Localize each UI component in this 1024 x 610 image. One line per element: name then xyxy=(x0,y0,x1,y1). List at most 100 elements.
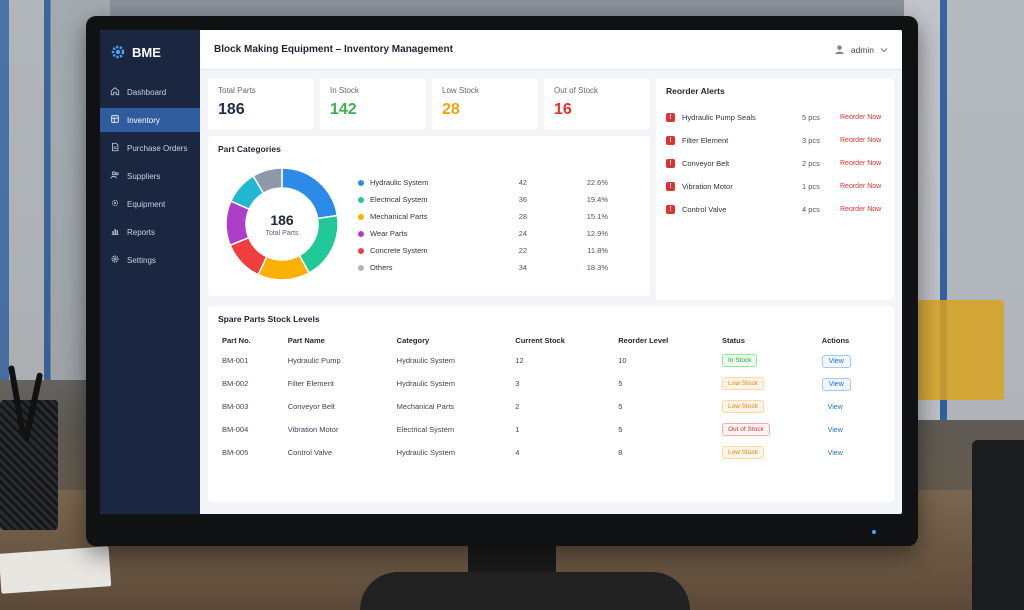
alert-item: ! Hydraulic Pump Seals 5 pcs Reorder Now xyxy=(666,106,884,129)
legend-swatch xyxy=(358,247,364,254)
cell-category: Electrical System xyxy=(396,425,455,434)
donut-slice-6 xyxy=(252,167,283,195)
view-button[interactable]: View xyxy=(821,378,851,391)
user-menu[interactable]: admin xyxy=(834,44,888,55)
legend-percent: 22.6% xyxy=(586,178,608,187)
sidebar-item-label: Equipment xyxy=(127,199,166,209)
sidebar-item-equipment[interactable]: Equipment xyxy=(100,192,200,216)
sidebar-item-label: Inventory xyxy=(127,115,160,125)
alert-quantity: 4 pcs xyxy=(802,205,820,214)
alert-item: ! Vibration Motor 1 pcs Reorder Now xyxy=(666,175,884,198)
view-button[interactable]: View xyxy=(827,404,843,411)
categories-title: Part Categories xyxy=(218,144,281,154)
alert-item: ! Conveyor Belt 2 pcs Reorder Now xyxy=(666,152,884,175)
view-button[interactable]: View xyxy=(827,450,843,457)
stat-label: In Stock xyxy=(330,86,359,95)
stat-card-low-stock: Low Stock 28 xyxy=(432,78,538,130)
alert-icon: ! xyxy=(666,136,675,145)
user-icon xyxy=(835,45,844,55)
cell-status: Low Stock xyxy=(718,372,818,395)
legend-item: Wear Parts 24 12.9% xyxy=(358,225,608,242)
status-badge: In Stock xyxy=(721,354,758,367)
cell-actions: View xyxy=(818,395,884,418)
cell-category: Mechanical Parts xyxy=(396,402,455,411)
legend-count: 34 xyxy=(518,263,528,272)
document-icon xyxy=(110,142,120,154)
reorder-now-link[interactable]: Reorder Now xyxy=(840,183,882,190)
alert-quantity: 1 pcs xyxy=(802,182,820,191)
content: Total Parts 186 In Stock 142 Low Stock 28 Out … xyxy=(200,70,902,502)
reorder-now-link[interactable]: Reorder Now xyxy=(840,160,882,167)
legend-name: Others xyxy=(370,263,393,272)
cell-reorder: 10 xyxy=(618,356,627,365)
stat-value: 16 xyxy=(554,101,572,118)
sidebar-item-label: Purchase Orders xyxy=(127,143,188,153)
stock-table: Part No. Part Name Category Current Stock Re… xyxy=(218,332,884,464)
reorder-now-link[interactable]: Reorder Now xyxy=(840,114,882,121)
alerts-title: Reorder Alerts xyxy=(666,86,725,96)
stat-label: Out of Stock xyxy=(554,86,599,95)
donut-chart: 186 Total Parts xyxy=(222,164,342,284)
reorder-now-link[interactable]: Reorder Now xyxy=(840,137,882,144)
view-button[interactable]: View xyxy=(827,427,843,434)
cell-stock: 3 xyxy=(515,379,520,388)
cell-reorder: 5 xyxy=(618,379,623,388)
stat-value: 28 xyxy=(442,101,460,118)
cell-actions: View xyxy=(818,372,884,395)
donut-total-value: 186 xyxy=(270,211,294,228)
notebook xyxy=(0,546,112,594)
cell-name: Filter Element xyxy=(287,379,334,388)
cell-name: Vibration Motor xyxy=(287,425,339,434)
sidebar-item-suppliers[interactable]: Suppliers xyxy=(100,164,200,188)
column-header: Actions xyxy=(821,336,850,345)
status-badge: Out of Stock xyxy=(721,423,770,436)
alert-quantity: 3 pcs xyxy=(802,136,820,145)
column-header: Part No. xyxy=(222,336,251,345)
sidebar-item-label: Dashboard xyxy=(127,87,167,97)
legend-name: Mechanical Parts xyxy=(370,212,428,221)
sidebar-item-dashboard[interactable]: Dashboard xyxy=(100,80,200,104)
reorder-alerts-card: Reorder Alerts ! Hydraulic Pump Seals 5 pc… xyxy=(656,78,894,300)
legend-name: Concrete System xyxy=(370,246,428,255)
alert-part-name: Conveyor Belt xyxy=(682,159,730,168)
stat-label: Total Parts xyxy=(218,86,256,95)
status-badge: Low Stock xyxy=(721,446,764,459)
gear-logo-icon xyxy=(111,45,125,59)
sidebar-item-settings[interactable]: Settings xyxy=(100,248,200,272)
sidebar-item-reports[interactable]: Reports xyxy=(100,220,200,244)
cell-stock: 2 xyxy=(515,402,520,411)
users-icon xyxy=(110,170,120,182)
reorder-now-link[interactable]: Reorder Now xyxy=(840,206,882,213)
legend-item: Hydraulic System 42 22.6% xyxy=(358,174,608,191)
power-indicator xyxy=(872,530,876,534)
stat-card-total-parts: Total Parts 186 xyxy=(208,78,314,130)
cell-part-no: BM-003 xyxy=(222,402,249,411)
cell-reorder: 5 xyxy=(618,402,623,411)
cell-actions: View xyxy=(818,418,884,441)
screen: BME Dashboard Inventory Purchase Orders Sup… xyxy=(100,30,902,514)
reports-icon xyxy=(110,226,120,238)
legend-percent: 12.9% xyxy=(586,229,608,238)
table-body: BM-001 Hydraulic Pump Hydraulic System 12 10… xyxy=(218,349,884,464)
alert-icon: ! xyxy=(666,113,675,122)
brand-logo[interactable]: BME xyxy=(100,40,200,80)
legend-percent: 18.3% xyxy=(586,263,608,272)
view-button[interactable]: View xyxy=(821,355,851,368)
column-header: Category xyxy=(396,336,430,345)
chevron-down-icon xyxy=(880,47,888,52)
cell-part-no: BM-004 xyxy=(222,425,249,434)
stock-levels-card: Spare Parts Stock Levels Part No. Part Na… xyxy=(208,306,894,502)
legend-name: Hydraulic System xyxy=(370,178,429,187)
sidebar: BME Dashboard Inventory Purchase Orders Sup… xyxy=(100,30,200,514)
yellow-machine xyxy=(904,300,1004,400)
table-row: BM-003 Conveyor Belt Mechanical Parts 2 5 Low… xyxy=(218,395,884,418)
equipment-icon xyxy=(110,198,120,210)
sidebar-item-purchase-orders[interactable]: Purchase Orders xyxy=(100,136,200,160)
stat-value: 186 xyxy=(218,101,245,118)
cell-category: Hydraulic System xyxy=(396,448,456,457)
column-header: Part Name xyxy=(287,336,325,345)
cell-actions: View xyxy=(818,349,884,372)
sidebar-item-inventory[interactable]: Inventory xyxy=(100,108,200,132)
legend-item: Concrete System 22 11.8% xyxy=(358,242,608,259)
cell-name: Control Valve xyxy=(287,448,333,457)
